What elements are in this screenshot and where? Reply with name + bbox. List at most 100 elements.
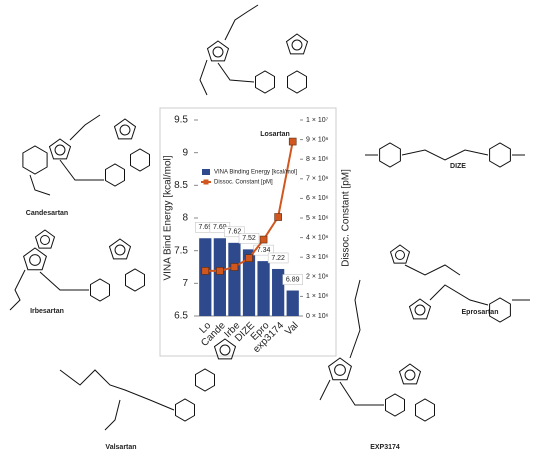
value-label-box: [224, 226, 245, 238]
ring: [489, 297, 511, 323]
y2-tick-label: 8 × 10⁶: [306, 156, 329, 163]
bond: [401, 149, 489, 161]
y2-tick-label: 5 × 10⁶: [306, 215, 329, 222]
ring: [119, 124, 131, 136]
ring: [105, 163, 125, 187]
bond: [224, 4, 259, 41]
bond: [69, 114, 101, 141]
molecule-label: Eprosartan: [462, 309, 499, 316]
ring: [379, 142, 401, 168]
ring: [395, 250, 405, 260]
marker: [259, 235, 268, 244]
molecule-label: Candesartan: [26, 210, 68, 217]
bond: [199, 59, 208, 96]
legend-label: VINA Binding Energy [kcal/mol]: [214, 170, 297, 176]
legend-swatch: [203, 179, 209, 185]
y2-tick-label: 2 × 10⁶: [306, 274, 329, 281]
value-label-box: [282, 274, 303, 285]
bar: [257, 261, 270, 316]
y-tick-label: 8: [182, 213, 188, 224]
y-tick-label: 9: [182, 147, 188, 158]
bond: [39, 271, 89, 291]
bar: [213, 238, 226, 316]
value-label: 7.52: [242, 235, 256, 242]
ring: [212, 46, 224, 58]
bond: [59, 369, 175, 411]
bond: [404, 264, 461, 276]
value-label: 7.34: [257, 247, 271, 254]
legend-label: Dissoc. Constant [pM]: [214, 180, 273, 186]
ring: [219, 344, 231, 356]
y2-axis-title: Dissoc. Constant [pM]: [341, 169, 352, 267]
ring: [287, 70, 307, 94]
ring: [389, 244, 411, 264]
marker: [201, 267, 210, 275]
y2-tick-label: 4 × 10⁶: [306, 234, 329, 241]
ring: [125, 268, 145, 292]
ring: [195, 368, 215, 392]
bar: [228, 242, 241, 316]
y2-tick-label: 3 × 10⁶: [306, 254, 329, 261]
y-tick-label: 7.5: [174, 245, 188, 256]
legend-swatch: [202, 169, 210, 175]
molecule-label: EXP3174: [370, 444, 400, 451]
y2-tick-label: 9 × 10⁶: [306, 136, 329, 143]
molecule-label: Losartan: [260, 131, 290, 138]
bond: [339, 381, 384, 406]
value-label: 6.89: [286, 276, 300, 283]
value-label: 7.69: [213, 224, 227, 231]
bar: [242, 249, 256, 316]
bond: [349, 279, 361, 359]
ring: [385, 393, 405, 417]
ring: [291, 39, 303, 51]
ring: [415, 398, 435, 422]
ring: [90, 278, 110, 302]
marker: [274, 213, 282, 221]
ring: [489, 142, 511, 168]
ring: [22, 145, 48, 175]
value-label: 7.69: [198, 224, 212, 231]
ring: [334, 364, 346, 376]
value-label-box: [238, 233, 260, 244]
ring: [213, 338, 237, 360]
ring: [408, 298, 432, 320]
value-label-box: [267, 252, 289, 264]
bond: [9, 269, 26, 311]
y2-tick-label: 0 × 10⁶: [306, 313, 329, 320]
ring: [48, 138, 72, 160]
bond: [29, 174, 51, 196]
bond: [429, 284, 489, 306]
marker: [245, 254, 253, 262]
ring: [108, 238, 132, 260]
ring: [23, 247, 47, 271]
molecule-label: Valsartan: [105, 444, 136, 451]
ring: [175, 398, 195, 422]
marker: [230, 263, 239, 271]
value-label: 7.22: [271, 255, 285, 262]
ring: [114, 244, 126, 256]
bar: [286, 290, 299, 316]
molecule-label: DIZE: [450, 163, 466, 170]
value-label-box: [253, 244, 274, 256]
bond: [217, 62, 255, 83]
ring: [404, 369, 416, 381]
ring: [29, 254, 41, 266]
molecule-label: Irbesartan: [30, 308, 64, 315]
ring: [113, 118, 137, 140]
y-tick-label: 6.5: [174, 311, 188, 322]
ring: [285, 33, 309, 55]
y-axis-title: VINA Bind Energy [kcal/mol]: [163, 155, 174, 280]
ring: [328, 357, 352, 381]
y2-tick-label: 1 × 10⁷: [306, 117, 329, 124]
y-tick-label: 9.5: [174, 115, 188, 126]
ring: [54, 144, 66, 156]
bond: [104, 399, 121, 431]
ring: [40, 235, 50, 245]
bond: [319, 379, 331, 401]
y2-tick-label: 6 × 10⁶: [306, 195, 329, 202]
bar: [199, 238, 212, 316]
bond: [59, 159, 104, 181]
ring: [255, 70, 275, 94]
ring: [206, 40, 230, 62]
